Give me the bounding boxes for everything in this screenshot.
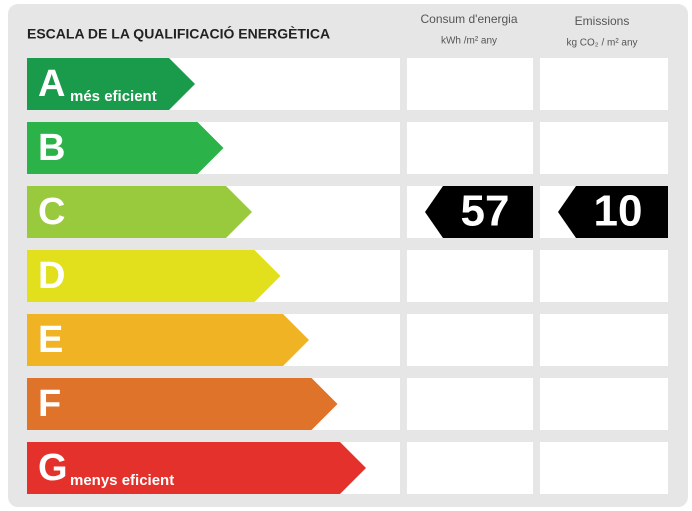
class-letter: E	[38, 319, 63, 361]
class-arrow	[27, 186, 252, 238]
emissions-unit: kg CO₂ / m² any	[566, 38, 637, 49]
consum-box	[407, 314, 533, 366]
emissions-box	[540, 250, 668, 302]
consum-box	[407, 58, 533, 110]
consum-label: Consum d'energia	[420, 12, 517, 26]
class-arrow	[27, 58, 195, 110]
class-arrow	[27, 378, 338, 430]
class-letter: G	[38, 447, 68, 489]
class-letter: D	[38, 255, 65, 297]
emissions-value: 10	[594, 187, 643, 236]
class-letter: C	[38, 191, 65, 233]
emissions-indicator	[558, 186, 668, 238]
consum-indicator	[425, 186, 533, 238]
class-note: més eficient	[70, 88, 157, 105]
emissions-box	[540, 442, 668, 494]
emissions-box	[540, 58, 668, 110]
class-arrow	[27, 314, 309, 366]
class-arrow	[27, 442, 366, 494]
class-letter: F	[38, 383, 61, 425]
class-arrow	[27, 250, 281, 302]
emissions-box	[540, 378, 668, 430]
class-letter: B	[38, 127, 65, 169]
consum-box	[407, 378, 533, 430]
consum-box	[407, 122, 533, 174]
class-note: menys eficient	[70, 472, 174, 489]
emissions-box	[540, 122, 668, 174]
consum-value: 57	[461, 187, 510, 236]
consum-box	[407, 442, 533, 494]
emissions-label: Emissions	[575, 14, 630, 28]
class-arrow	[27, 122, 224, 174]
consum-unit: kWh /m² any	[441, 36, 497, 47]
consum-box	[407, 250, 533, 302]
title: ESCALA DE LA QUALIFICACIÓ ENERGÈTICA	[27, 25, 330, 42]
class-letter: A	[38, 63, 65, 105]
emissions-box	[540, 314, 668, 366]
